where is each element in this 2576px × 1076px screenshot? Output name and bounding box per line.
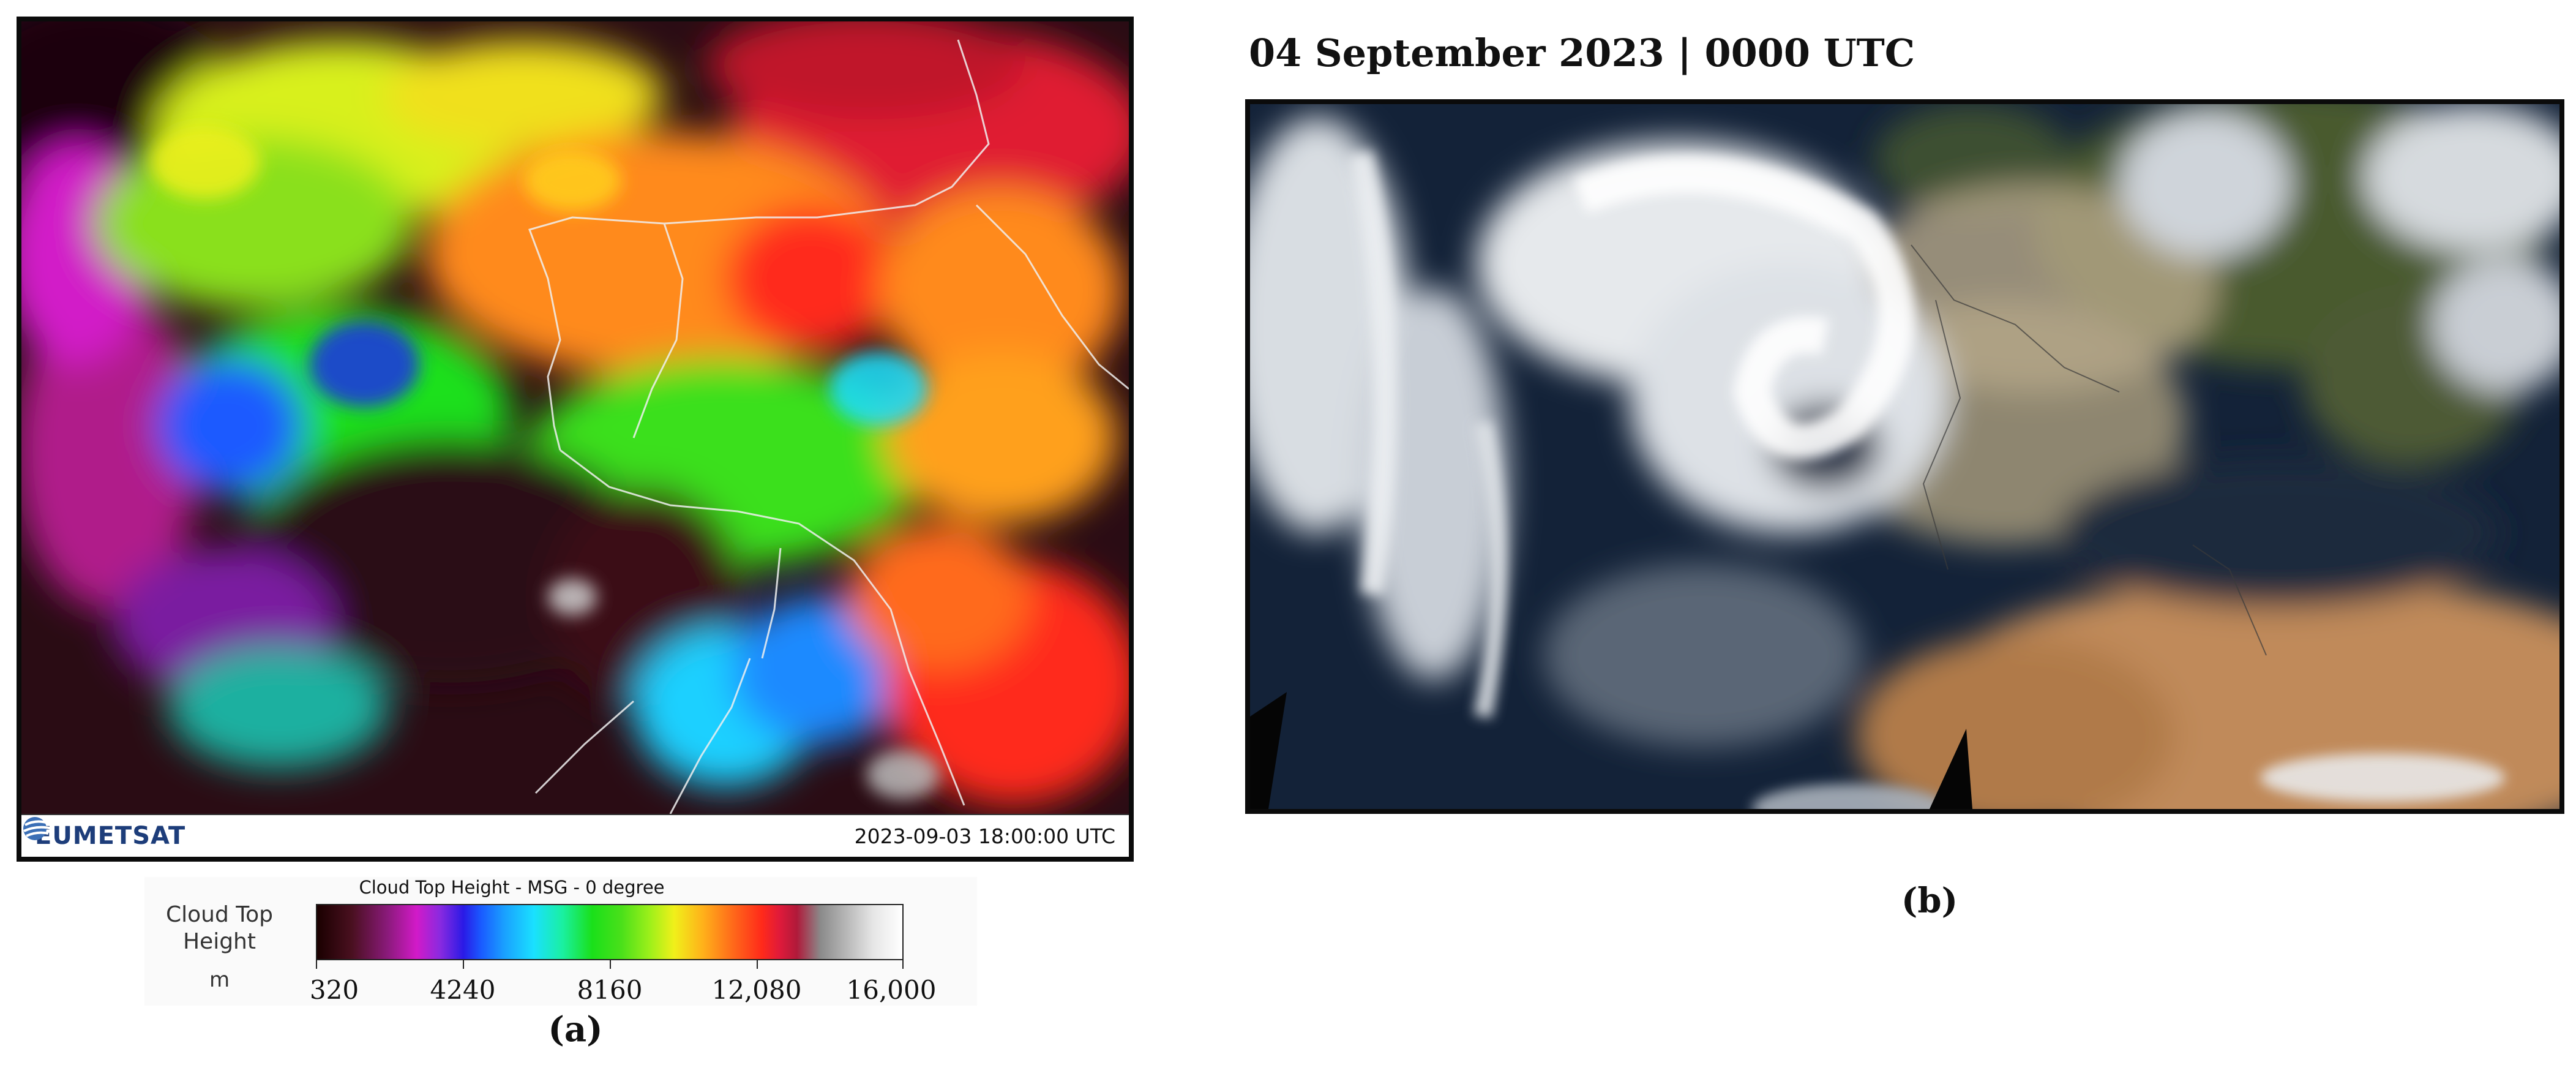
colorbar-tick-label: 320 [309, 975, 359, 1005]
cloud-top-height-panel: EUMETSAT 2023-09-03 18:00:00 UTC [17, 17, 1134, 862]
colorbar-tick [463, 960, 464, 969]
legend-label: Cloud Top Height [144, 901, 294, 955]
colorbar-tick [902, 960, 904, 969]
colorbar [316, 904, 904, 960]
satellite-image-graphic [1250, 104, 2559, 809]
colorbar-tick-label: 12,080 [711, 975, 802, 1005]
eumetsat-logo: EUMETSAT [23, 817, 186, 850]
legend-unit: m [209, 968, 230, 992]
eumetsat-logo-text: EUMETSAT [35, 822, 186, 850]
cloud-top-height-image [21, 21, 1129, 814]
map-footer-bar: EUMETSAT 2023-09-03 18:00:00 UTC [21, 814, 1129, 857]
satellite-image-panel [1245, 99, 2564, 814]
eumetsat-globe-icon [23, 817, 53, 840]
colorbar-tick-label: 16,000 [846, 975, 937, 1005]
colorbar-tick [757, 960, 758, 969]
colorbar-tick-label: 4240 [430, 975, 496, 1005]
map-timestamp: 2023-09-03 18:00:00 UTC [854, 824, 1115, 848]
colorbar-tick-label: 8160 [577, 975, 643, 1005]
legend-label-line2: Height [182, 929, 256, 954]
caption-b: (b) [1901, 881, 1958, 921]
legend-label-line1: Cloud Top [165, 902, 274, 927]
satellite-image-title: 04 September 2023 | 0000 UTC [1249, 31, 1915, 75]
caption-a: (a) [548, 1009, 603, 1050]
cloud-top-height-legend: Cloud Top Height - MSG - 0 degree Cloud … [144, 877, 977, 1006]
colorbar-tick [316, 960, 317, 969]
legend-title: Cloud Top Height - MSG - 0 degree [359, 877, 665, 898]
colorbar-tick [610, 960, 611, 969]
cloud-top-height-map: EUMETSAT 2023-09-03 18:00:00 UTC [17, 17, 1134, 862]
satellite-image [1245, 99, 2564, 814]
